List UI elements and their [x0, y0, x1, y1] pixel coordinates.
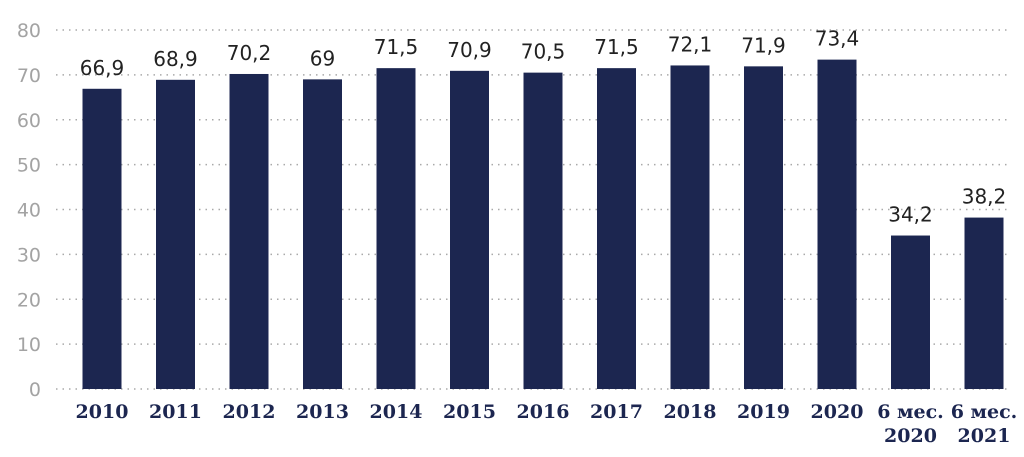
bar: [744, 66, 783, 389]
bar: [450, 70, 489, 390]
y-tick-label: 10: [17, 334, 41, 356]
bar: [523, 72, 563, 389]
bar: [817, 59, 857, 390]
y-tick-label: 40: [17, 200, 41, 222]
data-label: 70,9: [447, 38, 492, 62]
data-label: 34,2: [888, 203, 933, 227]
bar: [670, 65, 710, 390]
data-label: 68,9: [153, 47, 198, 71]
data-label: 71,9: [741, 33, 786, 57]
bar: [964, 217, 1004, 389]
bar: [597, 68, 636, 390]
bar: [376, 68, 416, 390]
data-label: 73,4: [815, 27, 860, 51]
bar: [891, 235, 930, 389]
y-tick-label: 60: [17, 110, 41, 132]
x-tick-label: 2013: [296, 401, 349, 423]
x-tick-label: 2012: [223, 401, 276, 423]
data-label: 70,2: [227, 41, 272, 65]
bar: [82, 88, 122, 389]
y-tick-label: 70: [17, 65, 41, 87]
data-label: 69: [310, 46, 335, 70]
data-label: 71,5: [374, 35, 419, 59]
x-tick-label: 2015: [443, 401, 496, 423]
bar: [303, 79, 342, 390]
x-tick-label: 2016: [517, 401, 570, 423]
x-tick-label: 2010: [76, 401, 129, 423]
data-label: 71,5: [594, 35, 639, 59]
bar: [156, 79, 195, 389]
y-tick-label: 50: [17, 155, 41, 177]
x-tick-label: 2018: [664, 401, 717, 423]
data-label: 66,9: [80, 56, 125, 80]
x-tick-label: 2020: [811, 401, 864, 423]
y-tick-label: 80: [17, 20, 41, 42]
x-tick-label: 6 мес.: [877, 401, 944, 423]
x-tick-label: 2021: [958, 425, 1011, 447]
bar: [229, 73, 269, 389]
x-tick-label: 2019: [737, 401, 790, 423]
y-tick-label: 30: [17, 244, 41, 266]
y-tick-label: 20: [17, 289, 41, 311]
x-tick-label: 2011: [149, 401, 202, 423]
y-tick-label: 0: [29, 379, 41, 401]
data-label: 72,1: [668, 32, 713, 56]
x-tick-label: 2014: [370, 401, 423, 423]
x-tick-label: 2020: [884, 425, 937, 447]
x-tick-label: 2017: [590, 401, 643, 423]
data-label: 70,5: [521, 40, 566, 64]
x-tick-label: 6 мес.: [951, 401, 1018, 423]
data-label: 38,2: [962, 185, 1007, 209]
